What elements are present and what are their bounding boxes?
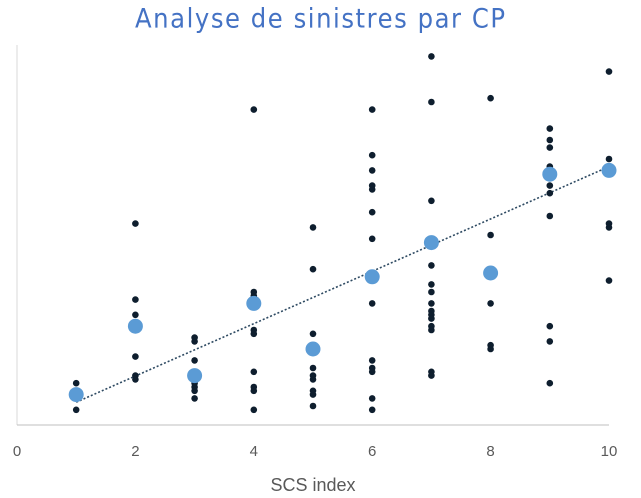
point: [368, 406, 376, 414]
point: [368, 368, 376, 376]
mean-point: [601, 162, 617, 178]
point: [132, 311, 139, 319]
x-tick-label: 10: [601, 443, 618, 460]
point: [368, 106, 376, 113]
point: [605, 224, 613, 231]
x-tick-label: 8: [486, 443, 494, 460]
x-axis-label: SCS index: [270, 475, 355, 495]
point: [132, 353, 139, 360]
point: [368, 208, 376, 216]
point: [428, 288, 435, 296]
point: [309, 376, 317, 383]
point: [428, 197, 435, 205]
point: [546, 182, 554, 189]
point: [368, 151, 376, 159]
point: [546, 125, 554, 132]
point: [132, 296, 139, 303]
point: [487, 300, 494, 307]
mean-point: [187, 368, 203, 384]
point: [191, 395, 198, 402]
point: [191, 387, 198, 395]
point: [72, 406, 80, 414]
point: [309, 224, 317, 231]
point: [546, 189, 554, 197]
point: [428, 300, 435, 307]
point: [487, 345, 494, 353]
point: [309, 364, 317, 372]
x-tick-label: 0: [13, 443, 21, 460]
point: [72, 379, 80, 387]
mean-point: [364, 269, 380, 285]
mean-point: [127, 318, 143, 334]
x-tick-label: 6: [368, 443, 376, 460]
chart-title: Analyse de sinistres par CP: [135, 4, 505, 35]
point: [250, 387, 258, 395]
point: [191, 338, 198, 345]
point: [132, 220, 139, 227]
mean-point: [483, 265, 499, 281]
mean-point: [423, 235, 439, 251]
mean-point: [246, 295, 262, 311]
point: [428, 326, 435, 334]
point: [250, 406, 258, 414]
point: [428, 372, 435, 379]
point: [309, 402, 317, 410]
point: [487, 94, 494, 102]
point: [428, 281, 435, 288]
x-tick-label: 4: [250, 443, 258, 460]
point: [605, 155, 613, 163]
point: [309, 391, 317, 398]
point: [546, 338, 554, 345]
point: [546, 322, 554, 330]
point: [368, 235, 376, 243]
point: [605, 277, 613, 284]
point: [546, 379, 554, 387]
point: [546, 136, 554, 144]
point: [368, 186, 376, 193]
point: [428, 53, 435, 60]
point: [428, 98, 435, 106]
point: [250, 368, 258, 376]
point: [546, 212, 554, 220]
point: [250, 106, 258, 113]
point: [309, 330, 317, 338]
trendline: [75, 165, 610, 403]
point: [428, 262, 435, 269]
mean-point: [305, 341, 321, 357]
point: [368, 357, 376, 364]
point: [546, 144, 554, 151]
point: [309, 265, 317, 273]
mean-point: [68, 387, 84, 403]
point: [368, 167, 376, 174]
point: [191, 357, 198, 364]
point: [368, 300, 376, 307]
mean-point: [542, 166, 558, 182]
point: [428, 315, 435, 322]
x-tick-label: 2: [131, 443, 139, 460]
point: [487, 231, 494, 239]
point: [605, 68, 613, 75]
point: [250, 330, 258, 338]
point: [132, 376, 139, 383]
point: [368, 395, 376, 402]
